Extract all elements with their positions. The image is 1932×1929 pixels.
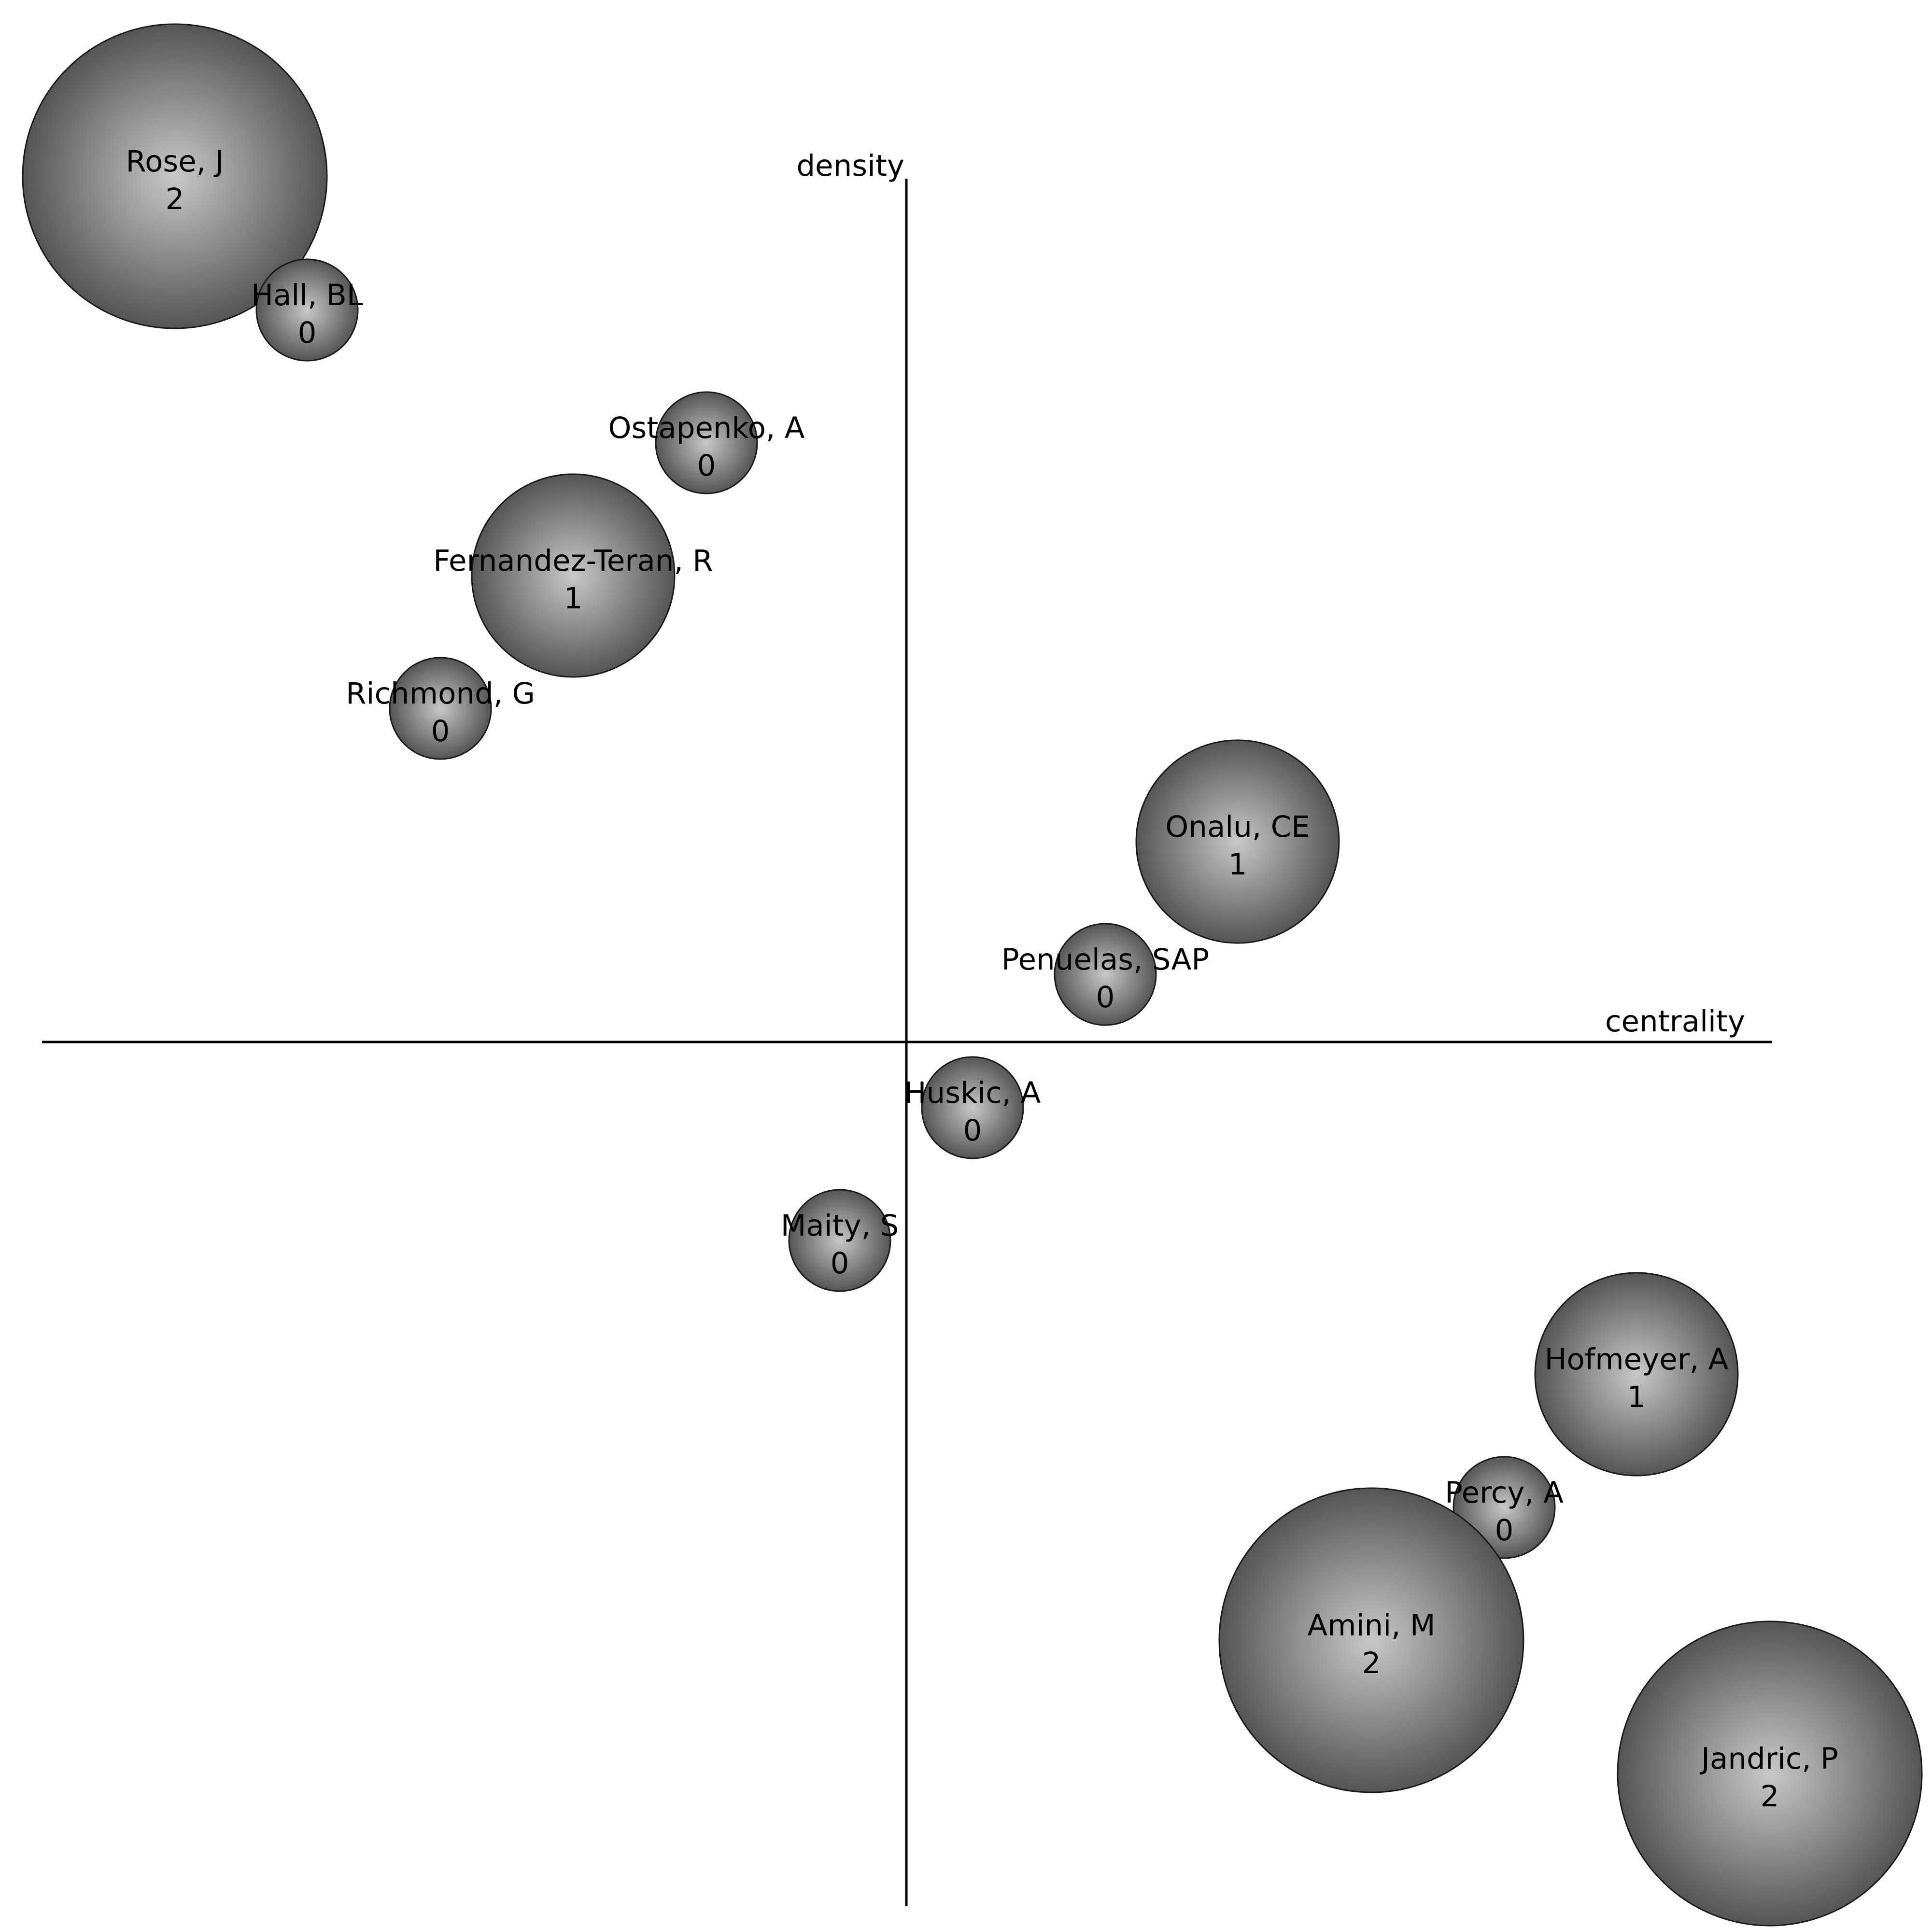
bubble-huskic-a: Huskic, A0 xyxy=(904,1056,1041,1159)
bubble-circle xyxy=(255,258,359,362)
bubble-label: Huskic, A xyxy=(904,1076,1041,1110)
bubble-value: 1 xyxy=(1228,847,1247,882)
bubble-value: 0 xyxy=(831,1246,849,1281)
bubble-label: Richmond, G xyxy=(346,676,535,711)
bubble-label: Hall, BL xyxy=(251,278,363,312)
bubble-label: Hofmeyer, A xyxy=(1545,1342,1729,1377)
bubble-circle xyxy=(788,1189,891,1292)
bubble-ostapenko-a: Ostapenko, A 0 xyxy=(608,391,805,494)
x-axis-label: centrality xyxy=(1605,1004,1745,1039)
bubble-value: 2 xyxy=(1362,1646,1381,1680)
bubble-label: Rose, J xyxy=(126,144,224,179)
bubble-circle xyxy=(655,391,758,494)
bubble-value: 1 xyxy=(564,581,583,616)
bubble-circle xyxy=(22,23,328,329)
y-axis-label: density xyxy=(796,149,904,183)
bubble-circle xyxy=(1218,1487,1524,1793)
bubble-circle xyxy=(921,1056,1024,1159)
bubble-richmond-g: Richmond, G0 xyxy=(346,657,535,760)
bubble-label: Onalu, CE xyxy=(1165,810,1310,844)
bubble-value: 0 xyxy=(298,316,317,350)
bubble-maity-s: Maity, S0 xyxy=(781,1189,899,1292)
bubble-amini-m: Amini, M2 xyxy=(1218,1487,1524,1793)
bubble-value: 2 xyxy=(166,182,184,216)
bubble-label: Amini, M xyxy=(1307,1608,1435,1643)
bubble-circle xyxy=(389,657,492,760)
bubble-hall-bl: Hall, BL 0 xyxy=(251,258,363,362)
bubble-value: 0 xyxy=(963,1113,982,1148)
bubble-circle xyxy=(471,473,676,678)
bubble-rose-j: Rose, J2 xyxy=(22,23,328,329)
bubble-value: 0 xyxy=(697,449,716,483)
bubble-value: 0 xyxy=(431,714,450,748)
bubble-circle xyxy=(1534,1272,1739,1477)
bubble-label: Percy, A xyxy=(1445,1476,1564,1510)
bubble-hofmeyer-a: Hofmeyer, A1 xyxy=(1534,1272,1739,1477)
bubble-value: 0 xyxy=(1495,1513,1514,1548)
bubble-circle xyxy=(1135,739,1340,944)
bubble-value: 2 xyxy=(1761,1779,1779,1814)
bubble-fernandez-teran-r: Fernandez-Teran, R1 xyxy=(433,473,713,678)
bubble-value: 0 xyxy=(1096,980,1115,1014)
bubble-label: Jandric, P xyxy=(1699,1742,1838,1776)
bubble-circle xyxy=(1617,1620,1923,1927)
bubble-circle xyxy=(1054,923,1157,1026)
bubble-value: 1 xyxy=(1627,1380,1646,1414)
bubble-label: Penuelas, SAP xyxy=(1001,943,1209,977)
bubble-label: Ostapenko, A xyxy=(608,411,805,445)
bubble-label: Fernandez-Teran, R xyxy=(433,544,713,578)
bubble-jandric-p: Jandric, P2 xyxy=(1617,1620,1923,1927)
bubble-label: Maity, S xyxy=(781,1209,899,1243)
bubble-onalu-ce: Onalu, CE1 xyxy=(1135,739,1340,944)
